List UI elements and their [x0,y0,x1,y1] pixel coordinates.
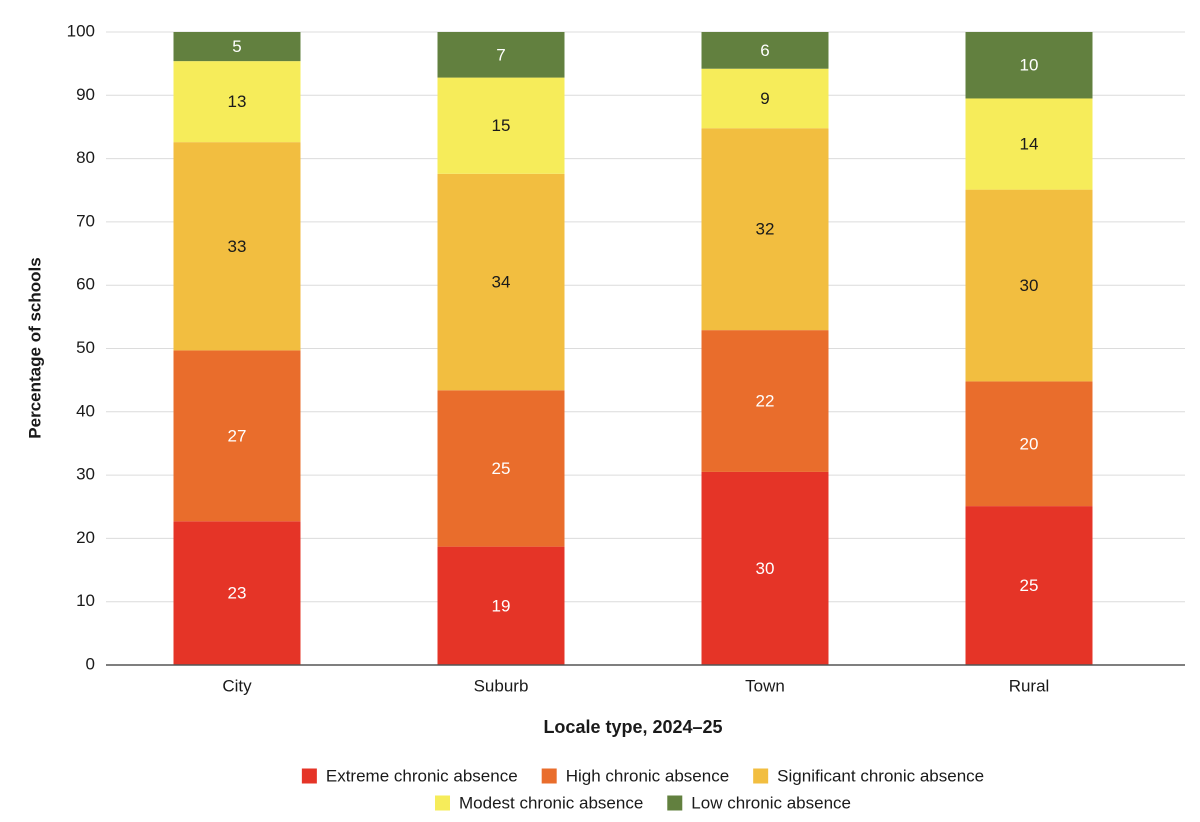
x-tick-label: Town [745,676,785,695]
legend-swatch [753,768,769,784]
y-tick-label: 60 [76,275,95,294]
data-label: 5 [232,37,241,56]
y-axis-title: Percentage of schools [25,257,44,438]
data-label: 30 [1020,276,1039,295]
data-label: 25 [492,459,511,478]
data-label: 9 [760,89,769,108]
bar-segment [965,189,1093,382]
legend-label: Significant chronic absence [777,766,984,785]
data-label: 15 [492,116,511,135]
bar-segment [965,381,1093,507]
data-label: 23 [228,584,247,603]
bar-segment [173,61,301,143]
legend-item: High chronic absence [541,766,729,785]
data-label: 30 [756,559,775,578]
y-tick-label: 50 [76,338,95,357]
legend-item: Low chronic absence [667,793,851,812]
y-tick-label: 20 [76,528,95,547]
bar-segment [173,142,301,351]
axes: 0 10 20 30 40 50 60 70 80 90 100 City Suburb Town Rura… [67,21,1185,695]
bar-segment [437,32,565,78]
legend-swatch [541,768,557,784]
bar-segment [965,98,1093,190]
data-label: 22 [756,392,775,411]
data-label: 32 [756,220,775,239]
y-tick-label: 30 [76,465,95,484]
legend-item: Significant chronic absence [753,766,984,785]
data-label: 13 [228,92,247,111]
legend-label: Modest chronic absence [459,793,643,812]
x-tick-label: Suburb [474,676,529,695]
legend-label: High chronic absence [566,766,729,785]
data-label: 7 [496,45,505,64]
legend-swatch [301,768,317,784]
bar-segment [701,128,829,331]
data-label: 25 [1020,576,1039,595]
data-label: 19 [492,596,511,615]
y-tick-label: 40 [76,401,95,420]
bar-segment [701,330,829,472]
legend: Extreme chronic absence High chronic abse… [301,766,984,812]
legend-swatch [435,795,450,811]
x-axis-title: Locale type, 2024–25 [543,717,722,737]
data-label: 34 [492,273,511,292]
bar-segment [173,32,301,62]
bar-segment [701,471,829,665]
data-label: 14 [1020,135,1039,154]
bars [173,32,1093,665]
data-labels: 23 27 33 13 5 19 25 34 15 7 30 22 32 9 6 25 20 30 14 10 [228,37,1039,615]
x-tick-label: Rural [1009,676,1050,695]
data-label: 10 [1020,56,1039,75]
y-tick-label: 100 [67,21,95,40]
bar-segment [437,390,565,547]
bar-segment [437,173,565,391]
legend-swatch [667,795,683,811]
bar-segment [701,32,829,69]
bar-segment [437,546,565,665]
bar-segment [437,77,565,174]
bar-segment [965,506,1093,665]
bar-segment [965,32,1093,99]
y-tick-label: 0 [86,654,95,673]
data-label: 27 [228,426,247,445]
data-label: 6 [760,41,769,60]
legend-item: Modest chronic absence [435,793,643,812]
y-tick-label: 80 [76,148,95,167]
bar-segment [701,68,829,129]
x-tick-label: City [222,676,252,695]
data-label: 20 [1020,434,1039,453]
legend-label: Low chronic absence [691,793,851,812]
bar-segment [173,350,301,522]
y-tick-label: 10 [76,591,95,610]
legend-label: Extreme chronic absence [326,766,518,785]
bar-segment [173,521,301,665]
data-label: 33 [228,237,247,256]
y-tick-label: 70 [76,211,95,230]
legend-item: Extreme chronic absence [301,766,518,785]
y-tick-label: 90 [76,85,95,104]
